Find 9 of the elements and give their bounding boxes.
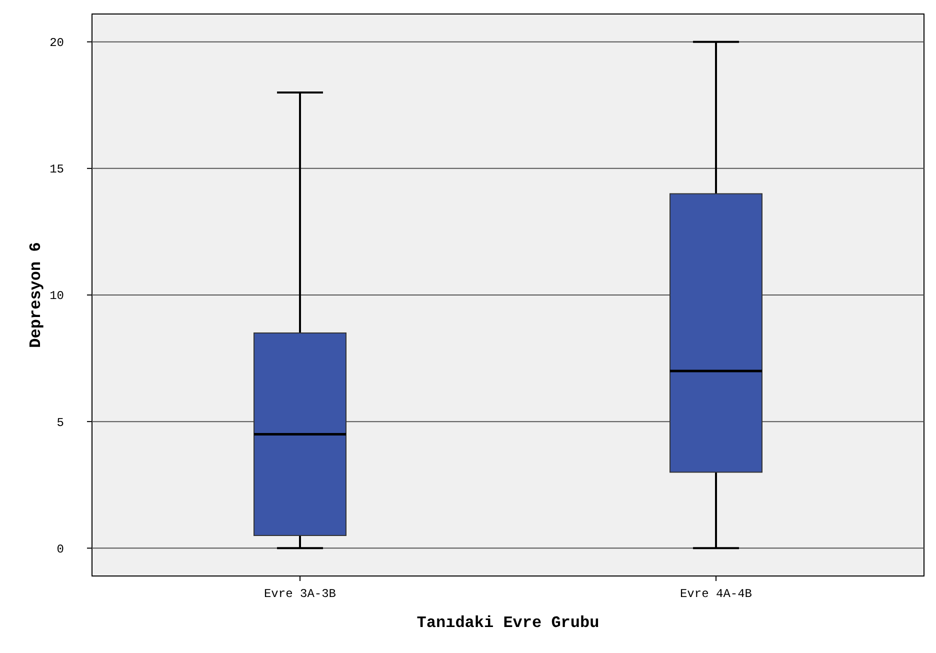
y-tick-label: 20 [50, 36, 64, 50]
y-axis-title: Depresyon 6 [27, 242, 45, 348]
y-tick-label: 0 [56, 542, 64, 556]
y-tick-label: 5 [56, 416, 64, 430]
x-tick-label: Evre 3A-3B [264, 587, 336, 601]
y-tick-label: 10 [50, 289, 64, 304]
x-tick-label: Evre 4A-4B [680, 587, 752, 601]
x-axis-title: Tanıdaki Evre Grubu [416, 614, 600, 632]
y-tick-label: 15 [50, 162, 64, 177]
